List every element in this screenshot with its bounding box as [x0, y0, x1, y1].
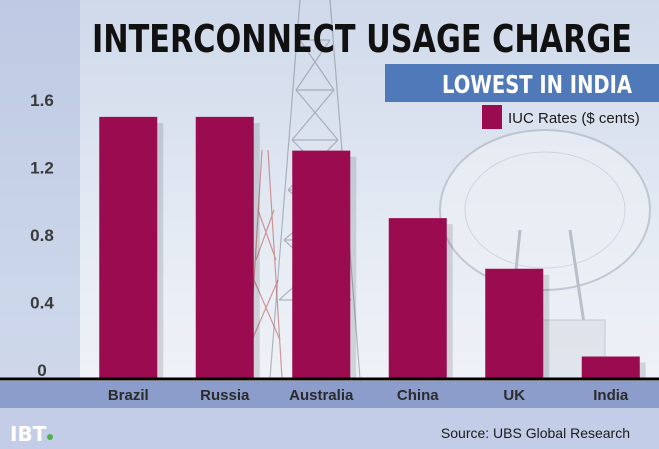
bar-group [99, 116, 646, 379]
legend: IUC Rates ($ cents) [482, 105, 640, 129]
x-axis-labels: Brazil Russia Australia China UK India [108, 387, 629, 404]
ibt-logo-dot [47, 434, 53, 440]
chart-subtitle: LOWEST IN INDIA [442, 70, 633, 99]
y-tick-label: 1.6 [30, 91, 54, 110]
y-tick-label: 1.2 [30, 159, 54, 178]
y-axis: 0 0.4 0.8 1.2 1.6 [30, 91, 54, 380]
x-tick-label: Brazil [108, 387, 149, 404]
bar-australia [292, 150, 351, 379]
subtitle-banner [385, 64, 659, 102]
bar-brazil [99, 116, 158, 379]
category-band [0, 381, 659, 408]
ibt-logo: IBT [10, 422, 47, 446]
x-tick-label: UK [503, 387, 525, 404]
bar-russia [195, 116, 254, 379]
x-tick-label: Russia [200, 387, 250, 404]
source-text: Source: UBS Global Research [441, 425, 630, 441]
y-tick-label: 0 [37, 361, 46, 380]
y-tick-label: 0.8 [30, 226, 54, 245]
x-tick-label: Australia [289, 387, 354, 404]
chart-title: INTERCONNECT USAGE CHARGE [92, 17, 632, 61]
x-tick-label: China [397, 387, 439, 404]
y-axis-panel [0, 0, 80, 378]
y-tick-label: 0.4 [30, 294, 54, 313]
footer-band [0, 408, 659, 449]
legend-swatch [482, 105, 502, 129]
bar-china [388, 218, 447, 379]
x-tick-label: India [593, 387, 629, 404]
bar-uk [485, 268, 544, 379]
bar-india [581, 356, 640, 379]
legend-label: IUC Rates ($ cents) [508, 110, 640, 127]
